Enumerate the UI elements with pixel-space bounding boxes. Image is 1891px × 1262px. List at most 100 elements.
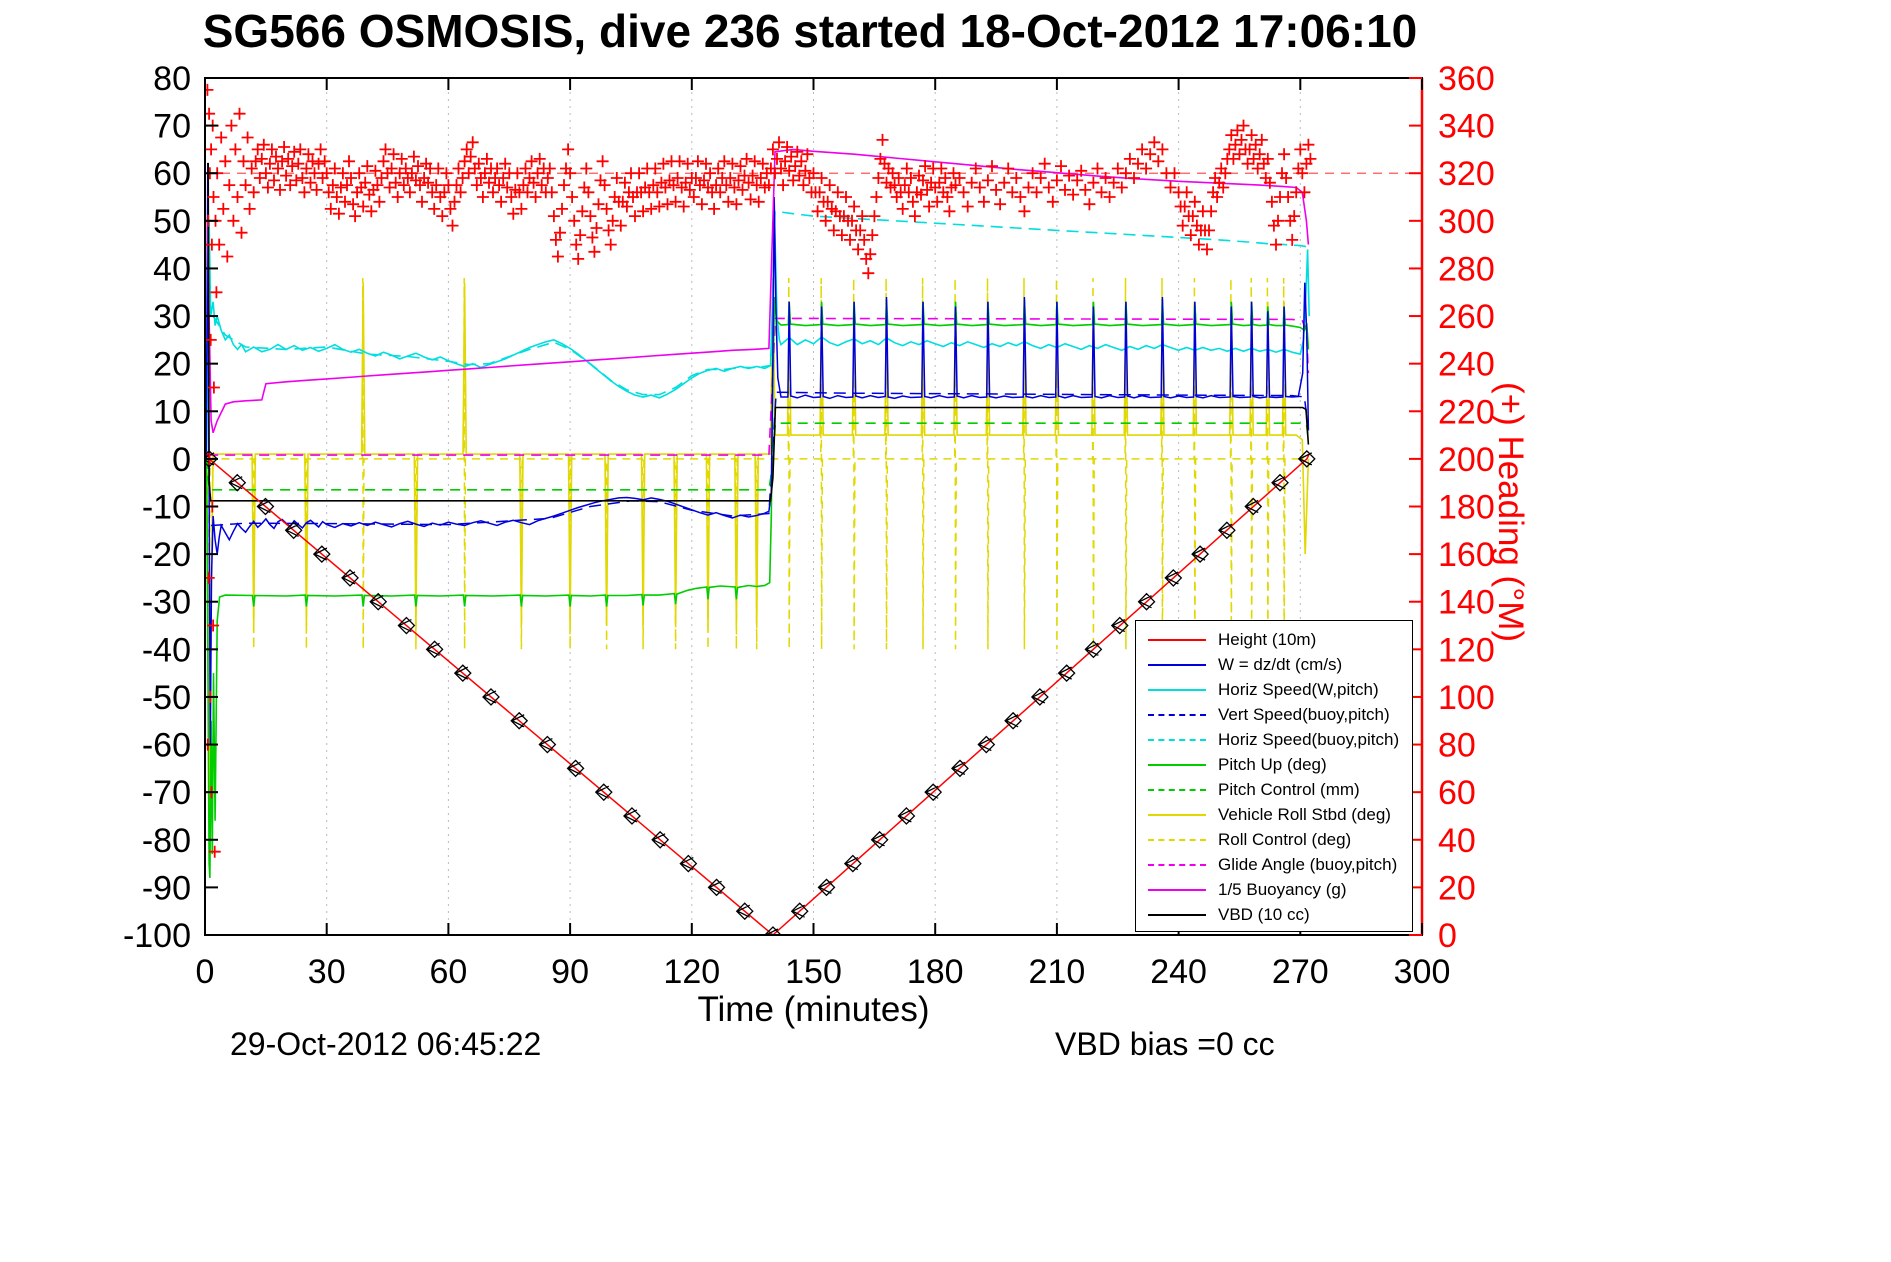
x-tick-label: 90 [551, 953, 589, 991]
left-tick-label: 60 [153, 155, 191, 193]
legend-line-sample [1148, 688, 1206, 691]
legend-item: Glide Angle (buoy,pitch) [1148, 852, 1412, 877]
chart-title: SG566 OSMOSIS, dive 236 started 18-Oct-2… [202, 5, 1418, 57]
legend-item: Horiz Speed(buoy,pitch) [1148, 727, 1412, 752]
left-tick-label: -100 [123, 917, 191, 955]
legend-line-sample [1148, 663, 1206, 666]
x-tick-label: 300 [1394, 953, 1451, 991]
x-tick-label: 60 [429, 953, 467, 991]
height-sample-markers [205, 449, 1316, 935]
series-w-dzdt [205, 163, 1310, 745]
legend-label: Vehicle Roll Stbd (deg) [1218, 804, 1391, 824]
legend-item: W = dz/dt (cm/s) [1148, 652, 1412, 677]
vbd-bias-note: VBD bias =0 cc [1055, 1026, 1275, 1062]
left-tick-label: 50 [153, 203, 191, 241]
left-tick-label: -70 [142, 774, 191, 812]
legend-label: Glide Angle (buoy,pitch) [1218, 854, 1398, 874]
right-y-axis-label: (+) Heading (°M) [1491, 381, 1530, 643]
right-tick-label: 180 [1438, 489, 1495, 527]
legend-line-sample [1148, 813, 1206, 816]
legend-label: Roll Control (deg) [1218, 829, 1352, 849]
right-tick-label: 280 [1438, 250, 1495, 288]
right-tick-label: 120 [1438, 631, 1495, 669]
tick-labels: 0 30 60 90 120 150 180 210 240 270 300807060504030… [123, 60, 1495, 991]
legend-label: Horiz Speed(buoy,pitch) [1218, 729, 1400, 749]
legend-line-sample [1148, 838, 1206, 841]
right-tick-label: 0 [1438, 917, 1457, 955]
left-tick-label: -20 [142, 536, 191, 574]
legend-label: Vert Speed(buoy,pitch) [1218, 704, 1390, 724]
legend-item: Vert Speed(buoy,pitch) [1148, 702, 1412, 727]
legend-item: Horiz Speed(W,pitch) [1148, 677, 1412, 702]
legend-line-sample [1148, 888, 1206, 891]
series-heading [205, 83, 1317, 858]
legend-line-sample [1148, 713, 1206, 716]
left-tick-label: 30 [153, 298, 191, 336]
plot-timestamp: 29-Oct-2012 06:45:22 [230, 1026, 542, 1062]
left-tick-label: -90 [142, 869, 191, 907]
right-tick-label: 100 [1438, 679, 1495, 717]
x-tick-label: 0 [196, 953, 215, 991]
right-tick-label: 360 [1438, 60, 1495, 98]
left-tick-label: -30 [142, 584, 191, 622]
right-tick-label: 240 [1438, 346, 1495, 384]
x-tick-label: 120 [663, 953, 720, 991]
legend: Height (10m) W = dz/dt (cm/s) Horiz Speed(… [1135, 620, 1413, 932]
legend-line-sample [1148, 788, 1206, 791]
legend-line-sample [1148, 638, 1206, 641]
legend-item: Roll Control (deg) [1148, 827, 1412, 852]
left-tick-label: 70 [153, 108, 191, 146]
left-tick-label: -40 [142, 631, 191, 669]
left-tick-label: 20 [153, 346, 191, 384]
series-horiz-speed-w [205, 220, 1310, 459]
left-tick-label: -10 [142, 489, 191, 527]
series-glide-angle [208, 317, 1310, 456]
left-tick-label: -60 [142, 727, 191, 765]
left-tick-label: -50 [142, 679, 191, 717]
legend-item: Pitch Control (mm) [1148, 777, 1412, 802]
series-buoyancy [206, 148, 1310, 433]
legend-line-sample [1148, 863, 1206, 866]
legend-item: Vehicle Roll Stbd (deg) [1148, 802, 1412, 827]
left-tick-label: 80 [153, 60, 191, 98]
left-tick-label: 40 [153, 250, 191, 288]
right-tick-label: 300 [1438, 203, 1495, 241]
right-tick-label: 20 [1438, 869, 1476, 907]
left-tick-label: -80 [142, 822, 191, 860]
right-tick-label: 160 [1438, 536, 1495, 574]
right-tick-label: 80 [1438, 727, 1476, 765]
x-tick-label: 240 [1150, 953, 1207, 991]
legend-label: W = dz/dt (cm/s) [1218, 654, 1343, 674]
left-tick-label: 0 [172, 441, 191, 479]
legend-label: Pitch Control (mm) [1218, 779, 1360, 799]
legend-label: Pitch Up (deg) [1218, 754, 1327, 774]
legend-label: Height (10m) [1218, 629, 1317, 649]
legend-item: VBD (10 cc) [1148, 902, 1412, 927]
right-tick-label: 40 [1438, 822, 1476, 860]
legend-label: 1/5 Buoyancy (g) [1218, 879, 1347, 899]
legend-item: 1/5 Buoyancy (g) [1148, 877, 1412, 902]
series-height [205, 449, 1316, 935]
right-tick-label: 320 [1438, 155, 1495, 193]
right-tick-label: 200 [1438, 441, 1495, 479]
legend-item: Height (10m) [1148, 627, 1412, 652]
series-vbd [207, 162, 1310, 502]
x-tick-label: 270 [1272, 953, 1329, 991]
right-tick-label: 140 [1438, 584, 1495, 622]
right-tick-label: 220 [1438, 393, 1495, 431]
x-tick-label: 180 [907, 953, 964, 991]
series-roll-control [206, 277, 1301, 650]
legend-line-sample [1148, 763, 1206, 766]
right-tick-label: 60 [1438, 774, 1476, 812]
legend-line-sample [1148, 913, 1206, 916]
left-tick-label: 10 [153, 393, 191, 431]
x-tick-label: 150 [785, 953, 842, 991]
legend-item: Pitch Up (deg) [1148, 752, 1412, 777]
legend-line-sample [1148, 738, 1206, 741]
legend-label: Horiz Speed(W,pitch) [1218, 679, 1379, 699]
x-axis-label: Time (minutes) [697, 990, 930, 1029]
x-tick-label: 30 [308, 953, 346, 991]
legend-label: VBD (10 cc) [1218, 904, 1310, 924]
